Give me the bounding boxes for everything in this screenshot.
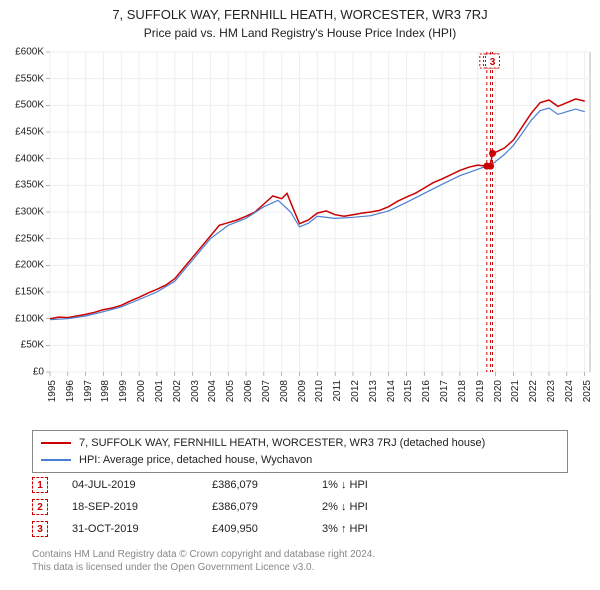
x-tick-label: 2023	[546, 380, 557, 402]
y-tick-label: £0	[0, 367, 44, 378]
sale-dot-2	[487, 163, 494, 170]
svg-text:3: 3	[490, 57, 496, 68]
y-tick-label: £150K	[0, 287, 44, 298]
x-tick-label: 1998	[100, 380, 111, 402]
legend-label: 7, SUFFOLK WAY, FERNHILL HEATH, WORCESTE…	[79, 435, 485, 452]
x-tick-label: 2015	[403, 380, 414, 402]
x-tick-label: 2012	[350, 380, 361, 402]
x-tick-label: 2006	[243, 380, 254, 402]
y-tick-label: £100K	[0, 313, 44, 324]
legend-label: HPI: Average price, detached house, Wych…	[79, 452, 312, 469]
sale-date: 18-SEP-2019	[72, 501, 212, 513]
y-tick-label: £550K	[0, 73, 44, 84]
legend: 7, SUFFOLK WAY, FERNHILL HEATH, WORCESTE…	[32, 430, 568, 473]
x-tick-label: 2025	[582, 380, 593, 402]
chart-subtitle: Price paid vs. HM Land Registry's House …	[0, 24, 600, 40]
x-tick-label: 1996	[65, 380, 76, 402]
y-tick-label: £450K	[0, 127, 44, 138]
x-tick-label: 1997	[83, 380, 94, 402]
x-tick-label: 2001	[154, 380, 165, 402]
sale-index-box: 2	[32, 499, 48, 515]
y-tick-label: £300K	[0, 207, 44, 218]
sale-diff-hpi: 1% ↓ HPI	[322, 479, 442, 491]
x-tick-label: 2024	[564, 380, 575, 402]
x-tick-label: 2014	[386, 380, 397, 402]
x-tick-label: 2010	[314, 380, 325, 402]
sale-price: £409,950	[212, 523, 322, 535]
x-tick-label: 2011	[332, 380, 343, 402]
x-tick-label: 2020	[493, 380, 504, 402]
legend-swatch	[41, 459, 71, 461]
x-tick-label: 2003	[190, 380, 201, 402]
legend-item: HPI: Average price, detached house, Wych…	[41, 452, 559, 469]
y-tick-label: £500K	[0, 100, 44, 111]
x-tick-label: 2019	[475, 380, 486, 402]
x-tick-label: 1999	[118, 380, 129, 402]
y-tick-label: £250K	[0, 233, 44, 244]
sales-table: 1 04-JUL-2019£386,0791% ↓ HPI 2 18-SEP-2019…	[32, 474, 568, 540]
legend-swatch	[41, 442, 71, 444]
x-tick-label: 2002	[172, 380, 183, 402]
footer-line-1: Contains HM Land Registry data © Crown c…	[32, 548, 375, 561]
sale-price: £386,079	[212, 479, 322, 491]
sale-row: 1 04-JUL-2019£386,0791% ↓ HPI	[32, 474, 568, 496]
y-tick-label: £600K	[0, 47, 44, 58]
footer-line-2: This data is licensed under the Open Gov…	[32, 561, 375, 574]
sale-dot-3	[489, 150, 496, 157]
footer-attribution: Contains HM Land Registry data © Crown c…	[32, 548, 375, 574]
x-tick-label: 1995	[47, 380, 58, 402]
sale-diff-hpi: 3% ↑ HPI	[322, 523, 442, 535]
legend-item: 7, SUFFOLK WAY, FERNHILL HEATH, WORCESTE…	[41, 435, 559, 452]
x-tick-label: 2016	[421, 380, 432, 402]
y-tick-label: £400K	[0, 153, 44, 164]
y-tick-label: £350K	[0, 180, 44, 191]
x-tick-label: 2009	[297, 380, 308, 402]
sale-diff-hpi: 2% ↓ HPI	[322, 501, 442, 513]
x-tick-label: 2013	[368, 380, 379, 402]
x-tick-label: 2017	[439, 380, 450, 402]
sale-index-box: 1	[32, 477, 48, 493]
chart-svg: 123	[0, 42, 600, 422]
x-tick-label: 2004	[207, 380, 218, 402]
sale-index-box: 3	[32, 521, 48, 537]
sale-row: 3 31-OCT-2019£409,9503% ↑ HPI	[32, 518, 568, 540]
x-tick-label: 2008	[279, 380, 290, 402]
chart-title: 7, SUFFOLK WAY, FERNHILL HEATH, WORCESTE…	[0, 0, 600, 24]
x-tick-label: 2018	[457, 380, 468, 402]
chart-area: 123 £0 £50K £100K £150K £200K £250K £300K £350K…	[0, 42, 600, 422]
y-tick-label: £50K	[0, 340, 44, 351]
chart-container: 7, SUFFOLK WAY, FERNHILL HEATH, WORCESTE…	[0, 0, 600, 590]
x-tick-label: 2000	[136, 380, 147, 402]
sale-date: 31-OCT-2019	[72, 523, 212, 535]
x-tick-label: 2021	[510, 380, 521, 402]
y-tick-label: £200K	[0, 260, 44, 271]
x-tick-label: 2005	[225, 380, 236, 402]
sale-price: £386,079	[212, 501, 322, 513]
sale-row: 2 18-SEP-2019£386,0792% ↓ HPI	[32, 496, 568, 518]
x-tick-label: 2007	[261, 380, 272, 402]
sale-date: 04-JUL-2019	[72, 479, 212, 491]
x-tick-label: 2022	[528, 380, 539, 402]
